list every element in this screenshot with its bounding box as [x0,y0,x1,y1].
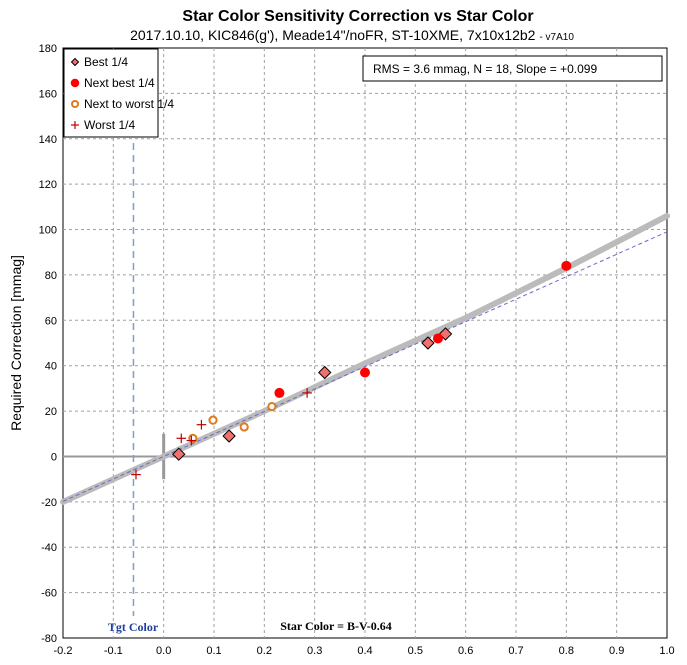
data-point [432,333,443,344]
x-tick-label: 0.7 [508,645,523,657]
chart-subtitle: 2017.10.10, KIC846(g'), Meade14"/noFR, S… [130,27,574,43]
data-point [131,469,141,480]
y-tick-label: 120 [39,179,57,191]
legend-label: Next to worst 1/4 [84,97,174,111]
y-tick-label: 20 [45,406,57,418]
data-point [267,401,277,412]
y-tick-label: -60 [41,588,57,600]
legend-marker [70,57,80,67]
legend: Best 1/4 Next best 1/4 Next to worst 1/4 Wo… [63,48,174,138]
y-tick-labels: 180 160 140 120 100 80 60 40 20 0 -20 -40 -60 -80 [39,43,57,645]
legend-label: Next best 1/4 [84,76,155,90]
x-tick-label: -0.2 [54,645,73,657]
x-tick-label: 0.5 [408,645,423,657]
data-point [208,415,218,425]
chart-title: Star Color Sensitivity Correction vs Sta… [182,8,533,25]
legend-items: Best 1/4 Next best 1/4 Next to worst 1/4 Wo… [70,55,174,132]
data-point [561,260,572,271]
x-tick-label: 0.0 [156,645,171,657]
chart-subtitle-tag: - v7A10 [539,32,574,43]
y-tick-label: 180 [39,43,57,55]
legend-marker [71,121,79,129]
data-point [318,365,332,380]
data-point [274,387,285,398]
series-1 [172,327,453,461]
x-tick-label: -0.1 [104,645,123,657]
target-color-label: Tgt Color [108,620,159,634]
x-tick-label: 0.2 [257,645,272,657]
data-point [222,429,236,443]
y-tick-label: 80 [45,270,57,282]
x-tick-label: 0.9 [609,645,624,657]
y-tick-label: 60 [45,315,57,327]
x-tick-label: 0.4 [357,645,372,657]
x-tick-label: 1.0 [659,645,674,657]
data-point [239,422,249,432]
x-tick-label: 0.1 [206,645,221,657]
legend-label: Worst 1/4 [84,118,135,132]
x-tick-label: 0.6 [458,645,473,657]
data-point [421,336,435,350]
y-tick-label: -20 [41,497,57,509]
stats-text: RMS = 3.6 mmag, N = 18, Slope = +0.099 [373,62,597,76]
data-point [360,367,370,378]
linear-fit-line [62,231,668,502]
legend-marker [71,100,79,108]
y-tick-label: 140 [39,134,57,146]
y-tick-label: 100 [39,225,57,237]
star-color-label: Star Color = B-V-0.64 [280,619,392,633]
chart-subtitle-main: 2017.10.10, KIC846(g'), Meade14"/noFR, S… [130,27,536,43]
data-point [196,419,207,430]
data-point [172,447,186,461]
series-4 [131,388,312,480]
data-point [186,435,197,446]
y-tick-label: 40 [45,361,57,373]
y-axis-title: Required Correction [mmag] [8,255,24,431]
data-points [131,260,572,480]
x-tick-labels: -0.2 -0.1 0.0 0.1 0.2 0.3 0.4 0.5 0.6 0.7 0.8 0.9 1.… [54,645,675,657]
legend-marker [70,78,80,88]
y-tick-label: 0 [51,451,57,463]
x-tick-label: 0.3 [307,645,322,657]
legend-label: Best 1/4 [84,55,128,69]
legend-box [63,48,159,138]
y-tick-label: -80 [41,633,57,645]
x-tick-label: 0.8 [559,645,574,657]
data-point [176,433,187,444]
y-tick-label: -40 [41,542,57,554]
stats-box-frame [362,55,663,82]
series-2 [274,260,572,398]
stats-box: RMS = 3.6 mmag, N = 18, Slope = +0.099 [362,55,663,82]
data-point [302,388,312,398]
y-tick-label: 160 [39,88,57,100]
